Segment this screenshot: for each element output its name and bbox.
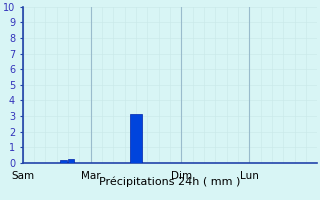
X-axis label: Précipitations 24h ( mm ): Précipitations 24h ( mm ) bbox=[99, 177, 241, 187]
Text: Sam: Sam bbox=[11, 171, 34, 181]
Bar bbox=[60, 160, 67, 163]
Bar bbox=[68, 159, 74, 163]
Text: Mar: Mar bbox=[81, 171, 100, 181]
Text: Dim: Dim bbox=[171, 171, 192, 181]
Bar bbox=[131, 114, 142, 163]
Text: Lun: Lun bbox=[240, 171, 259, 181]
